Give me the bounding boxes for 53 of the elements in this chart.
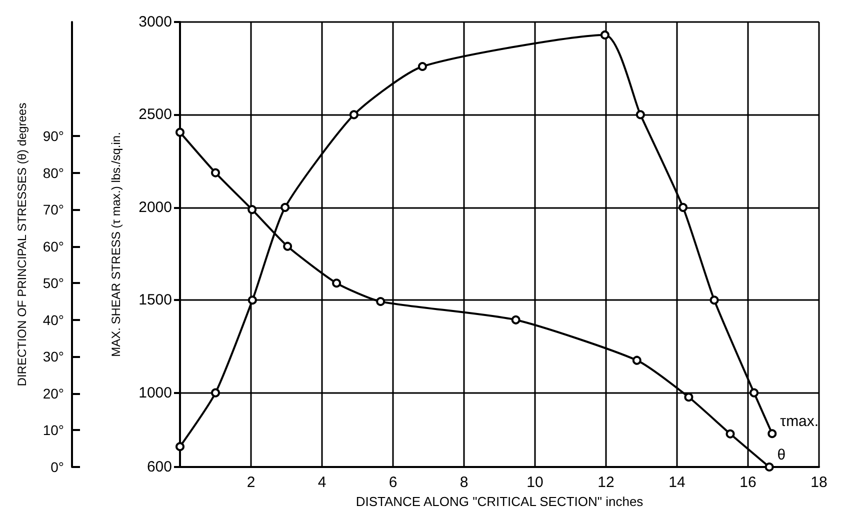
point — [750, 388, 759, 398]
series-label: τmax. — [780, 413, 819, 430]
y-axis-title: MAX. SHEAR STRESS (τ max.) lbs./sq.in. — [109, 132, 123, 357]
x-tick-label: 14 — [668, 474, 686, 491]
x-tick-label: 6 — [388, 474, 398, 491]
x-tick-label: 12 — [598, 474, 614, 491]
point — [726, 429, 735, 438]
point — [376, 297, 386, 306]
x-tick-label: 4 — [318, 474, 326, 491]
point — [684, 392, 694, 402]
point — [632, 356, 642, 365]
y2-tick-label: 50° — [42, 275, 64, 292]
point — [248, 296, 257, 305]
point — [280, 202, 290, 212]
x-tick-label: 18 — [810, 474, 828, 491]
y-tick-label: 3000 — [138, 14, 172, 30]
y2-tick-label: 40° — [42, 312, 64, 328]
point — [349, 110, 358, 120]
point — [248, 205, 257, 214]
y2-tick-label: 70° — [42, 202, 64, 218]
x-tick-label: 8 — [460, 474, 468, 491]
x-tick-label: 2 — [246, 474, 256, 491]
y2-tick-label: 60° — [42, 238, 64, 254]
y2-tick-label: 80° — [42, 164, 64, 181]
x-tick-label: 16 — [740, 474, 756, 491]
point — [418, 62, 427, 71]
y2-tick-label: 30° — [42, 348, 64, 365]
point — [176, 128, 184, 137]
point — [211, 168, 220, 178]
y-tick-label: 1000 — [138, 384, 172, 402]
x-tick-label: 10 — [526, 474, 544, 491]
y-tick-label: 2000 — [138, 198, 172, 216]
y2-axis-title: DIRECTION OF PRINCIPAL STRESSES (θ) degrees — [15, 102, 29, 386]
y2-tick-label: 90° — [42, 128, 64, 144]
point — [764, 462, 774, 472]
y-tick-label: 2500 — [138, 106, 172, 124]
point — [283, 242, 292, 251]
point — [636, 110, 645, 120]
point — [678, 202, 688, 212]
y-tick-label: 1500 — [138, 292, 172, 309]
x-axis-title: DISTANCE ALONG "CRITICAL SECTION" inches — [356, 494, 644, 509]
point — [511, 315, 520, 324]
point — [211, 388, 220, 398]
series-label: θ — [777, 446, 786, 464]
point — [600, 30, 610, 40]
point — [332, 278, 342, 288]
y2-tick-label: 20° — [42, 385, 64, 402]
point — [710, 296, 719, 305]
y2-tick-label: 0° — [50, 459, 64, 475]
y-tick-label: 600 — [146, 458, 172, 476]
y2-tick-label: 10° — [42, 422, 64, 438]
point — [176, 442, 184, 452]
point — [768, 429, 777, 438]
